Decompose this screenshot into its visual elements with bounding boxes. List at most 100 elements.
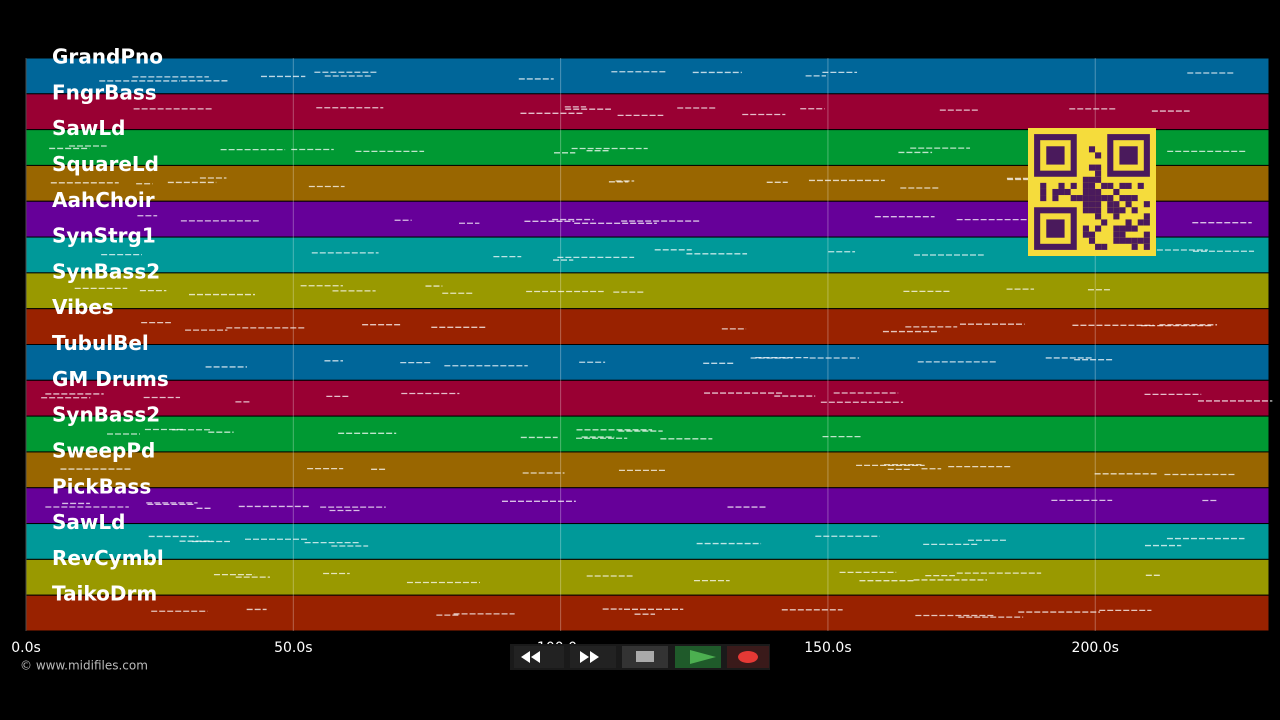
qr-module bbox=[1131, 237, 1138, 244]
forward-icon bbox=[580, 651, 599, 663]
track-label: AahChoir bbox=[52, 188, 155, 212]
qr-finder bbox=[1046, 219, 1065, 238]
qr-module bbox=[1040, 195, 1047, 202]
qr-module bbox=[1040, 188, 1047, 196]
track-labels: GrandPno FngrBass SawLd SquareLd AahChoir Syn… bbox=[52, 45, 169, 606]
qr-module bbox=[1088, 188, 1096, 196]
qr-module bbox=[1101, 195, 1108, 202]
qr-module bbox=[1095, 188, 1102, 196]
track-label: SweepPd bbox=[52, 438, 155, 462]
record-button[interactable] bbox=[727, 646, 769, 668]
qr-module bbox=[1088, 231, 1096, 238]
qr-module bbox=[1113, 213, 1120, 220]
track-band bbox=[25, 93, 1270, 131]
track-label: SquareLd bbox=[52, 152, 159, 176]
tick-label: 150.0s bbox=[804, 640, 851, 656]
qr-module bbox=[1082, 207, 1089, 214]
qr-module bbox=[1113, 237, 1120, 244]
track-band bbox=[25, 558, 1270, 596]
qr-module bbox=[1125, 195, 1132, 202]
qr-module bbox=[1107, 207, 1114, 214]
qr-module bbox=[1095, 176, 1102, 183]
track-label: Vibes bbox=[52, 295, 114, 319]
track-label: SynStrg1 bbox=[52, 224, 156, 248]
qr-module bbox=[1070, 182, 1077, 189]
qr-module bbox=[1095, 201, 1102, 208]
qr-module bbox=[1113, 188, 1120, 196]
track-label: GrandPno bbox=[52, 45, 163, 69]
qr-module bbox=[1143, 213, 1150, 220]
qr-module bbox=[1125, 237, 1132, 244]
track-label: SynBass2 bbox=[52, 403, 160, 427]
qr-module bbox=[1040, 182, 1047, 189]
qr-module bbox=[1119, 237, 1126, 244]
track-band bbox=[25, 487, 1270, 525]
track-label: FngrBass bbox=[52, 80, 157, 104]
play-icon bbox=[690, 650, 716, 664]
track-label: GM Drums bbox=[52, 367, 169, 391]
qr-module bbox=[1088, 182, 1096, 189]
qr-module bbox=[1113, 201, 1120, 208]
qr-module bbox=[1119, 225, 1126, 232]
qr-module bbox=[1137, 219, 1144, 226]
tick-label: 0.0s bbox=[11, 640, 41, 656]
qr-module bbox=[1131, 195, 1138, 202]
transport-controls bbox=[510, 644, 770, 670]
qr-module bbox=[1137, 237, 1144, 244]
qr-module bbox=[1052, 188, 1059, 196]
qr-module bbox=[1095, 170, 1102, 177]
qr-finder bbox=[1119, 146, 1138, 165]
qr-module bbox=[1119, 182, 1126, 189]
qr-module bbox=[1119, 207, 1126, 214]
qr-module bbox=[1082, 231, 1089, 238]
qr-module bbox=[1137, 182, 1144, 189]
qr-module bbox=[1088, 207, 1096, 214]
qr-module bbox=[1119, 195, 1126, 202]
qr-module bbox=[1125, 201, 1132, 208]
qr-module bbox=[1125, 219, 1132, 226]
qr-module bbox=[1113, 231, 1120, 238]
track-label: SawLd bbox=[52, 510, 125, 534]
stop-button[interactable] bbox=[622, 646, 668, 668]
track-band bbox=[25, 594, 1270, 632]
qr-module bbox=[1070, 195, 1077, 202]
qr-module bbox=[1095, 164, 1102, 171]
rewind-icon bbox=[521, 651, 540, 663]
qr-module bbox=[1119, 231, 1126, 238]
qr-module bbox=[1143, 237, 1150, 244]
qr-module bbox=[1088, 146, 1096, 153]
rewind-button[interactable] bbox=[514, 646, 564, 668]
track-label: PickBass bbox=[52, 474, 151, 498]
tick-label: 200.0s bbox=[1072, 640, 1119, 656]
qr-module bbox=[1101, 219, 1108, 226]
qr-module bbox=[1088, 195, 1096, 202]
qr-module bbox=[1082, 195, 1089, 202]
track-label: SawLd bbox=[52, 116, 125, 140]
qr-module bbox=[1107, 182, 1114, 189]
qr-module bbox=[1107, 195, 1114, 202]
track-label: RevCymbl bbox=[52, 546, 164, 570]
qr-module bbox=[1143, 231, 1150, 238]
track-band bbox=[25, 379, 1270, 417]
qr-module bbox=[1095, 195, 1102, 202]
play-button[interactable] bbox=[675, 646, 721, 668]
qr-module bbox=[1082, 225, 1089, 232]
qr-module bbox=[1113, 207, 1120, 214]
forward-button[interactable] bbox=[570, 646, 616, 668]
qr-module bbox=[1082, 201, 1089, 208]
track-label: TaikoDrm bbox=[52, 582, 157, 606]
qr-module bbox=[1143, 201, 1150, 208]
qr-module bbox=[1058, 182, 1065, 189]
qr-module bbox=[1125, 182, 1132, 189]
qr-module bbox=[1125, 225, 1132, 232]
credit: © www.midifiles.com bbox=[20, 659, 148, 673]
track-band bbox=[25, 308, 1270, 345]
qr-module bbox=[1101, 243, 1108, 250]
track-band bbox=[25, 344, 1270, 381]
qr-module bbox=[1095, 213, 1102, 220]
qr-module bbox=[1143, 219, 1150, 226]
qr-module bbox=[1088, 164, 1096, 171]
qr-module bbox=[1101, 182, 1108, 189]
qr-module bbox=[1131, 243, 1138, 250]
